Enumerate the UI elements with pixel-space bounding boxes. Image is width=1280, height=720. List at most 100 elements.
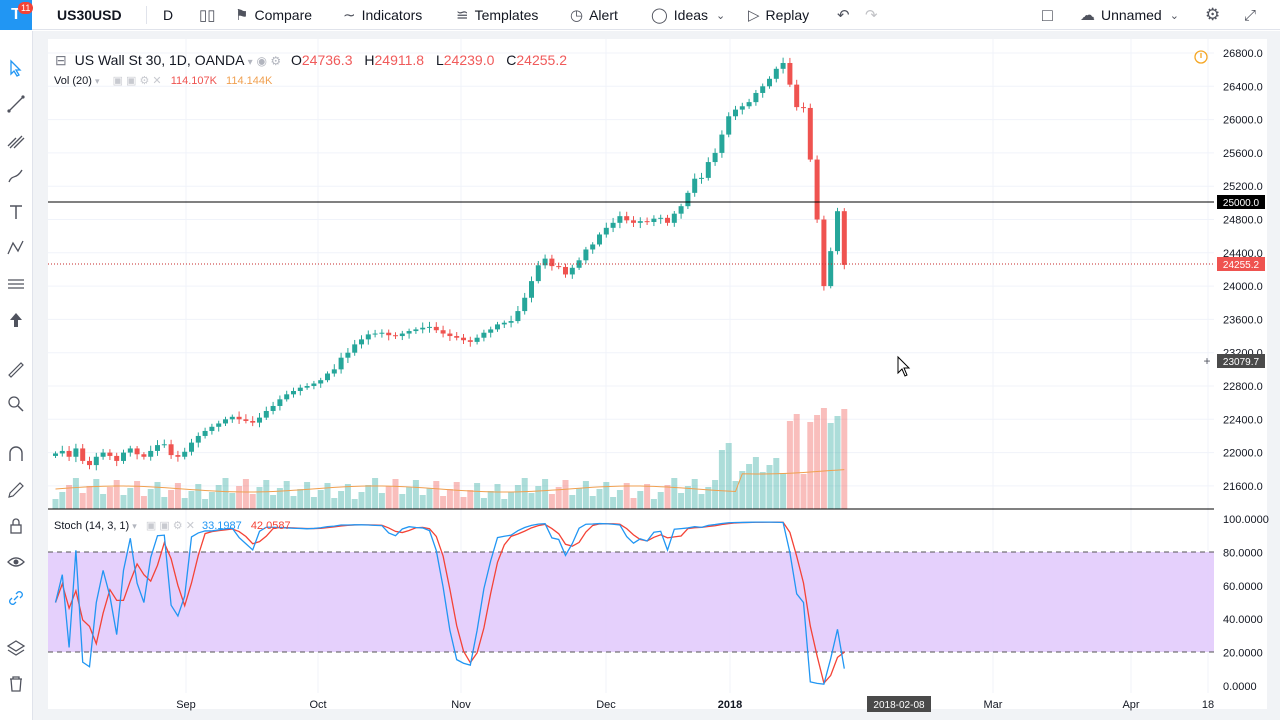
pattern-tool[interactable] [5, 237, 27, 259]
candle-body [80, 448, 86, 461]
candle-body [229, 416, 235, 420]
layout-toggle-button[interactable]: □ [1042, 0, 1059, 30]
compare-button[interactable]: ⚑ Compare [235, 0, 312, 30]
candle-body [685, 192, 691, 207]
volume-bar [616, 490, 623, 509]
candle-body [563, 266, 568, 275]
candle-body [284, 394, 290, 400]
candle-body [488, 329, 494, 333]
symbol-search-button[interactable]: US30USD [57, 0, 122, 30]
volume-bar [72, 478, 79, 509]
price-axis[interactable]: 26800.0 26400.0 26000.0 25600.0 25200.0 24800… [1223, 48, 1263, 493]
lock-icon [10, 518, 22, 534]
volume-bar [820, 408, 827, 509]
interval-button[interactable]: D [163, 0, 173, 30]
candle-body [202, 430, 208, 436]
volume-bar [113, 480, 120, 509]
redo-button[interactable]: ↷ [865, 0, 884, 30]
volume-bar [161, 497, 168, 509]
stoch-legend[interactable]: Stoch (14, 3, 1) ▾ ▣ ▣ ⚙ ✕ 33.1987 42.05… [54, 519, 291, 532]
replay-button[interactable]: ▷ Replay [748, 0, 809, 30]
chart-style-button[interactable]: ▯▯ [199, 0, 222, 30]
chevron-down-icon[interactable]: ▾ [247, 57, 253, 68]
main-legend[interactable]: ⊟ US Wall St 30, 1D, OANDA ▾ ◉ ⚙ O24736.… [55, 52, 567, 69]
candle-body [699, 177, 704, 179]
candle-body [331, 369, 337, 374]
candle-body [461, 337, 466, 341]
fullscreen-button[interactable]: ⤢ [1244, 0, 1262, 30]
indicator-controls-icon[interactable]: ▣ ▣ ⚙ ✕ [145, 520, 195, 532]
magnet-tool[interactable] [5, 443, 27, 465]
volume-bar [52, 499, 59, 509]
lightbulb-icon: ◯ [651, 7, 668, 24]
volume-bar [344, 484, 351, 509]
candle-body [393, 335, 398, 337]
remove-drawings-tool[interactable] [5, 673, 27, 695]
save-layout-button[interactable]: ☁ Unnamed ⌄ [1080, 0, 1185, 30]
volume-bar [514, 485, 521, 509]
volume-bar [535, 486, 542, 509]
chevron-down-icon[interactable]: ▾ [132, 521, 137, 531]
cursor-price-tag [1217, 354, 1265, 368]
plus-icon[interactable]: + [1203, 354, 1210, 368]
object-tree-tool[interactable] [5, 637, 27, 659]
volume-ma-line [55, 469, 845, 493]
alert-button[interactable]: ◷ Alert [570, 0, 618, 30]
candle-body [835, 211, 840, 252]
indicators-button[interactable]: ∼ Indicators [343, 0, 422, 30]
chart-canvas[interactable]: 26800.0 26400.0 26000.0 25600.0 25200.0 24800… [33, 31, 1280, 720]
hide-drawings-tool[interactable] [5, 551, 27, 573]
candle-body [801, 107, 806, 109]
candle-body [624, 216, 630, 221]
candle-body [508, 321, 514, 323]
legend-collapse-icon[interactable]: ⊟ [55, 52, 67, 68]
sync-drawings-tool[interactable] [5, 587, 27, 609]
lock-tool[interactable] [5, 515, 27, 537]
volume-bar [671, 478, 678, 509]
candle-body [447, 333, 453, 337]
volume-bar [766, 465, 773, 509]
text-icon [10, 205, 22, 219]
ideas-button[interactable]: ◯ Ideas ⌄ [651, 0, 731, 30]
candle-body [515, 311, 521, 322]
zoom-tool[interactable] [5, 393, 27, 415]
stoch-tick-label: 100.0000 [1223, 514, 1269, 526]
candle-body [746, 102, 752, 107]
indicator-controls-icon[interactable]: ▣ ▣ ⚙ ✕ [112, 75, 162, 87]
undo-button[interactable]: ↶ [837, 0, 856, 30]
prediction-tool[interactable] [5, 273, 27, 295]
pitchfork-tool[interactable] [5, 129, 27, 151]
settings-mini-icon[interactable]: ◉ ⚙ [256, 54, 282, 68]
time-tick-label: Mar [984, 699, 1003, 711]
low-label: L [435, 52, 444, 68]
measure-tool[interactable] [5, 359, 27, 381]
price-tick-label: 24400.0 [1223, 248, 1263, 260]
volume-bar [698, 494, 705, 509]
volume-legend[interactable]: Vol (20) ▾ ▣ ▣ ⚙ ✕ 114.107K 114.144K [54, 74, 272, 87]
brush-tool[interactable] [5, 165, 27, 187]
chart-area[interactable]: 26800.0 26400.0 26000.0 25600.0 25200.0 24800… [33, 31, 1280, 720]
chevron-down-icon[interactable]: ▾ [94, 76, 100, 86]
settings-button[interactable]: ⚙ [1205, 0, 1226, 30]
candle-body [161, 444, 167, 446]
candle-body [590, 244, 596, 250]
templates-button[interactable]: ≌ Templates [456, 0, 538, 30]
arrow-tool[interactable] [5, 309, 27, 331]
stay-drawing-tool[interactable] [5, 479, 27, 501]
alert-clock-icon[interactable] [1194, 50, 1208, 64]
text-tool[interactable] [5, 201, 27, 223]
cursor-tool[interactable] [5, 57, 27, 79]
volume-bar [419, 495, 426, 509]
volume-bar [154, 482, 161, 509]
time-axis[interactable]: Sep Oct Nov Dec 2018 Mar Apr 18 [176, 699, 1214, 711]
volume-bar [86, 486, 93, 509]
stoch-axis[interactable]: 100.0000 80.0000 60.0000 40.0000 20.0000 0.00… [1223, 514, 1269, 693]
volume-bar [263, 480, 270, 509]
candle-body [195, 435, 201, 443]
candle-body [644, 221, 650, 223]
volume-bar [276, 488, 283, 509]
volume-bar [338, 491, 345, 509]
trend-line-tool[interactable] [5, 93, 27, 115]
candle-body [535, 265, 541, 282]
notification-badge[interactable]: 11 [18, 2, 34, 14]
